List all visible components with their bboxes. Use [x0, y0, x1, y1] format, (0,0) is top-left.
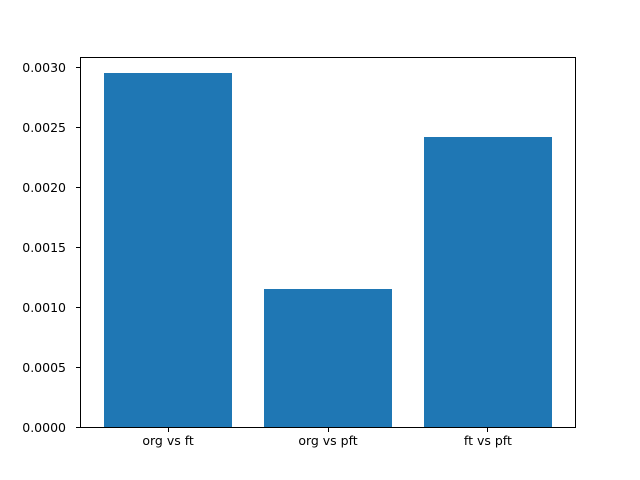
y-tick-label: 0.0015	[22, 239, 66, 255]
bar-ft-vs-pft	[423, 136, 552, 427]
bar-org-vs-pft	[264, 289, 392, 427]
y-tick-mark	[76, 67, 80, 69]
y-tick-mark	[76, 307, 80, 309]
plot-area	[80, 57, 576, 428]
x-tick-label: ft vs pft	[463, 433, 512, 448]
y-tick-label: 0.0030	[22, 59, 66, 75]
y-tick-label: 0.0020	[22, 179, 66, 195]
y-tick-label: 0.0010	[22, 299, 66, 315]
x-tick-label: org vs pft	[298, 433, 358, 448]
y-tick-label: 0.0025	[22, 119, 66, 135]
x-tick-mark	[487, 428, 489, 432]
y-tick-mark	[76, 127, 80, 129]
y-tick-mark	[76, 427, 80, 428]
y-tick-label: 0.0000	[22, 419, 66, 435]
x-tick-mark	[167, 428, 169, 432]
y-tick-mark	[76, 187, 80, 189]
x-tick-label: org vs ft	[142, 433, 194, 448]
y-tick-label: 0.0005	[22, 359, 66, 375]
x-tick-mark	[327, 428, 329, 432]
y-tick-mark	[76, 367, 80, 368]
y-tick-mark	[76, 247, 80, 249]
bar-org-vs-ft	[104, 73, 233, 427]
